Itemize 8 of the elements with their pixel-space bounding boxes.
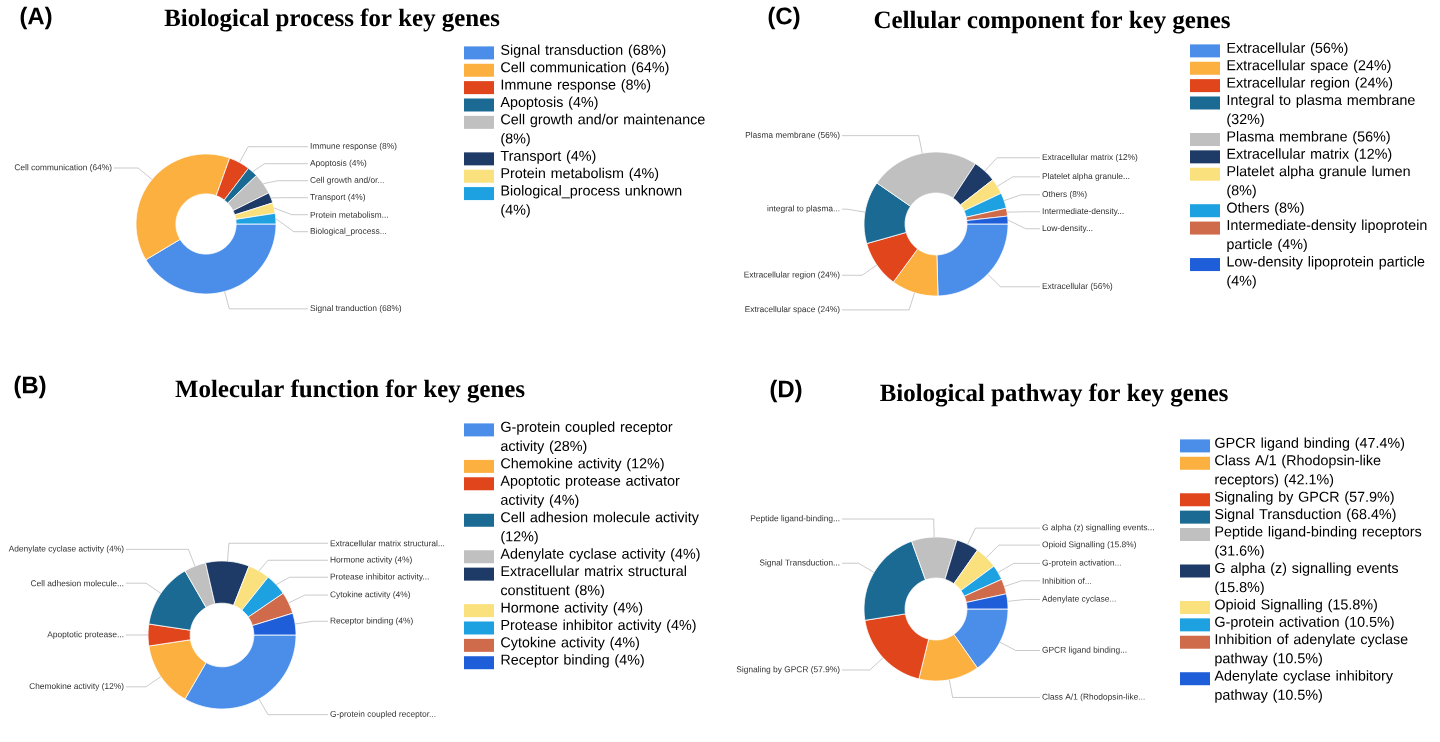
chart-title: Biological process for key genes [164,8,500,32]
chart-title: Molecular function for key genes [175,379,525,403]
text: (A) [20,6,52,30]
text: (B) [14,375,46,399]
text: (D) [770,379,802,403]
text: (C) [768,6,800,30]
chart-title: Biological pathway for key genes [880,383,1228,407]
chart-title: Cellular component for key genes [874,10,1230,34]
